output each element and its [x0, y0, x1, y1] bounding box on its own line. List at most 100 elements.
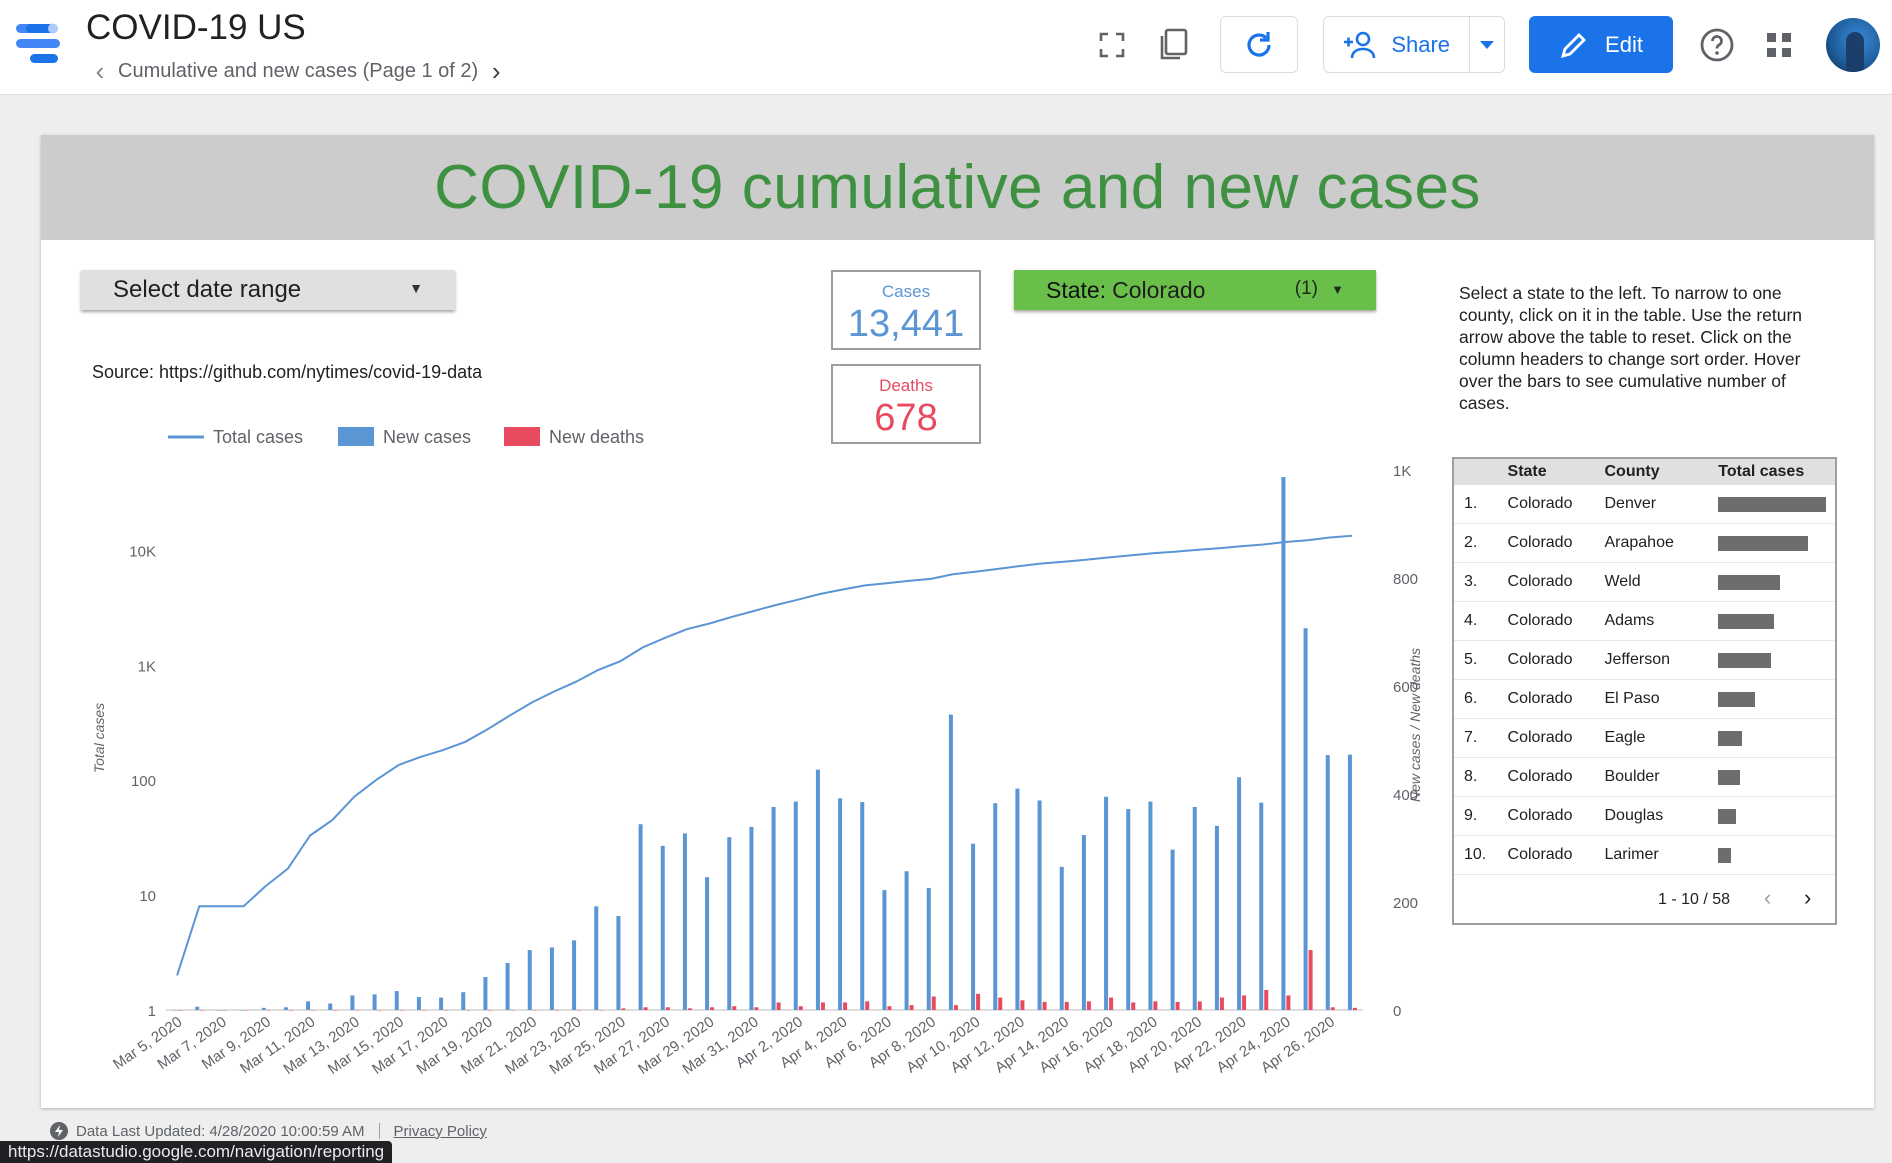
data-studio-logo[interactable] [16, 22, 66, 66]
new-cases-bar [1325, 755, 1330, 1010]
new-deaths-bar [200, 1010, 205, 1011]
total-cases-bar[interactable] [1718, 652, 1772, 668]
total-cases-bar[interactable] [1718, 574, 1781, 590]
new-cases-bar [904, 871, 909, 1010]
row-county: Boulder [1604, 768, 1660, 785]
county-table: State County Total cases 1. Colorado Denve… [1452, 457, 1837, 925]
row-index: 10. [1464, 846, 1487, 863]
help-icon[interactable] [1696, 24, 1738, 66]
edit-button[interactable]: Edit [1529, 16, 1673, 73]
next-page-icon[interactable]: › [1804, 885, 1812, 910]
new-deaths-bar [1264, 990, 1269, 1010]
new-cases-bar [505, 963, 510, 1010]
user-avatar[interactable] [1826, 18, 1880, 72]
table-row[interactable]: 6. Colorado El Paso [1454, 680, 1835, 719]
table-row[interactable]: 2. Colorado Arapahoe [1454, 524, 1835, 563]
report-footer: Data Last Updated: 4/28/2020 10:00:59 AM… [50, 1122, 487, 1140]
total-cases-bar[interactable] [1718, 769, 1741, 785]
privacy-policy-link[interactable]: Privacy Policy [393, 1122, 487, 1140]
add-person-icon [1344, 31, 1376, 58]
column-header-state[interactable]: State [1507, 463, 1547, 480]
new-cases-bar [594, 906, 599, 1010]
new-cases-bar [1281, 477, 1286, 1010]
new-cases-bar [771, 806, 776, 1010]
column-header-total-cases[interactable]: Total cases [1718, 463, 1805, 480]
table-header: State County Total cases [1454, 459, 1835, 485]
total-cases-bar[interactable] [1718, 496, 1827, 512]
pager-range: 1 - 10 / 58 [1658, 891, 1731, 908]
total-cases-bar[interactable] [1718, 613, 1775, 629]
total-cases-bar[interactable] [1718, 691, 1756, 707]
previous-page-icon[interactable]: ‹ [1764, 885, 1772, 910]
new-deaths-bar [466, 1010, 471, 1011]
table-row[interactable]: 4. Colorado Adams [1454, 602, 1835, 641]
table-row[interactable]: 10. Colorado Larimer [1454, 836, 1835, 875]
new-cases-bar [306, 1001, 311, 1010]
new-cases-bar [1126, 809, 1131, 1010]
browser-status-url: https://datastudio.google.com/navigation… [0, 1141, 393, 1163]
total-cases-bar[interactable] [1718, 730, 1743, 746]
row-index: 3. [1464, 573, 1478, 590]
new-deaths-bar [377, 1010, 382, 1011]
new-cases-bar [483, 977, 488, 1010]
new-deaths-bar [931, 996, 936, 1010]
y-right-axis-title: New cases / New deaths [1407, 648, 1423, 802]
new-cases-bar [749, 826, 754, 1010]
new-cases-bar [1081, 835, 1086, 1010]
copy-report-icon[interactable] [1153, 24, 1195, 66]
row-county: Eagle [1604, 729, 1646, 746]
table-row[interactable]: 1. Colorado Denver [1454, 485, 1835, 524]
table-row[interactable]: 7. Colorado Eagle [1454, 719, 1835, 758]
state-filter-control[interactable]: State: Colorado (1) ▼ [1014, 270, 1376, 310]
page-label[interactable]: Cumulative and new cases (Page 1 of 2) [118, 59, 479, 82]
share-button[interactable]: Share [1324, 17, 1471, 72]
report-title[interactable]: COVID-19 US [86, 8, 306, 47]
share-button-group: Share [1323, 16, 1505, 73]
total-cases-cell [1718, 652, 1835, 668]
total-cases-bar[interactable] [1718, 847, 1732, 863]
new-cases-bar [727, 837, 732, 1010]
new-cases-bar [572, 940, 577, 1010]
total-cases-cell [1718, 535, 1835, 551]
apps-grid-icon[interactable] [1758, 24, 1800, 66]
new-cases-bar [860, 802, 865, 1010]
row-index: 1. [1464, 495, 1478, 512]
legend-label: Total cases [213, 427, 303, 447]
new-deaths-bar [953, 1005, 958, 1010]
previous-page-icon[interactable]: ‹ [95, 55, 105, 86]
new-deaths-bar [732, 1006, 737, 1010]
total-cases-bar[interactable] [1718, 808, 1737, 824]
next-page-icon[interactable]: › [491, 55, 501, 86]
refresh-button[interactable] [1220, 16, 1298, 73]
y-left-tick-label: 10K [129, 543, 156, 560]
row-state: Colorado [1507, 729, 1573, 746]
new-deaths-bar [865, 1001, 870, 1010]
date-range-control[interactable]: Select date range ▼ [81, 270, 455, 310]
cases-scorecard: Cases 13,441 [831, 270, 981, 350]
new-cases-bar [660, 845, 665, 1010]
app-bar: COVID-19 US ‹ Cumulative and new cases (… [0, 0, 1892, 95]
share-dropdown[interactable] [1470, 17, 1504, 72]
table-row[interactable]: 9. Colorado Douglas [1454, 797, 1835, 836]
new-cases-bar [217, 1010, 222, 1011]
legend-swatch [338, 427, 374, 446]
new-cases-bar [283, 1007, 288, 1010]
table-row[interactable]: 5. Colorado Jefferson [1454, 641, 1835, 680]
new-deaths-bar [1131, 1002, 1136, 1010]
column-header-county[interactable]: County [1604, 463, 1660, 480]
row-index: 2. [1464, 534, 1478, 551]
table-row[interactable]: 3. Colorado Weld [1454, 563, 1835, 602]
total-cases-cell [1718, 613, 1835, 629]
total-cases-bar[interactable] [1718, 535, 1809, 551]
legend-label: New cases [383, 427, 471, 447]
y-left-tick-label: 10 [139, 888, 156, 905]
new-cases-bar [1214, 825, 1219, 1010]
row-state: Colorado [1507, 651, 1573, 668]
fullscreen-icon[interactable] [1091, 24, 1133, 66]
new-cases-bar [1347, 754, 1352, 1010]
legend-label: New deaths [549, 427, 644, 447]
new-deaths-bar [554, 1010, 559, 1011]
row-county: Adams [1604, 612, 1655, 629]
table-row[interactable]: 8. Colorado Boulder [1454, 758, 1835, 797]
new-deaths-bar [488, 1010, 493, 1011]
